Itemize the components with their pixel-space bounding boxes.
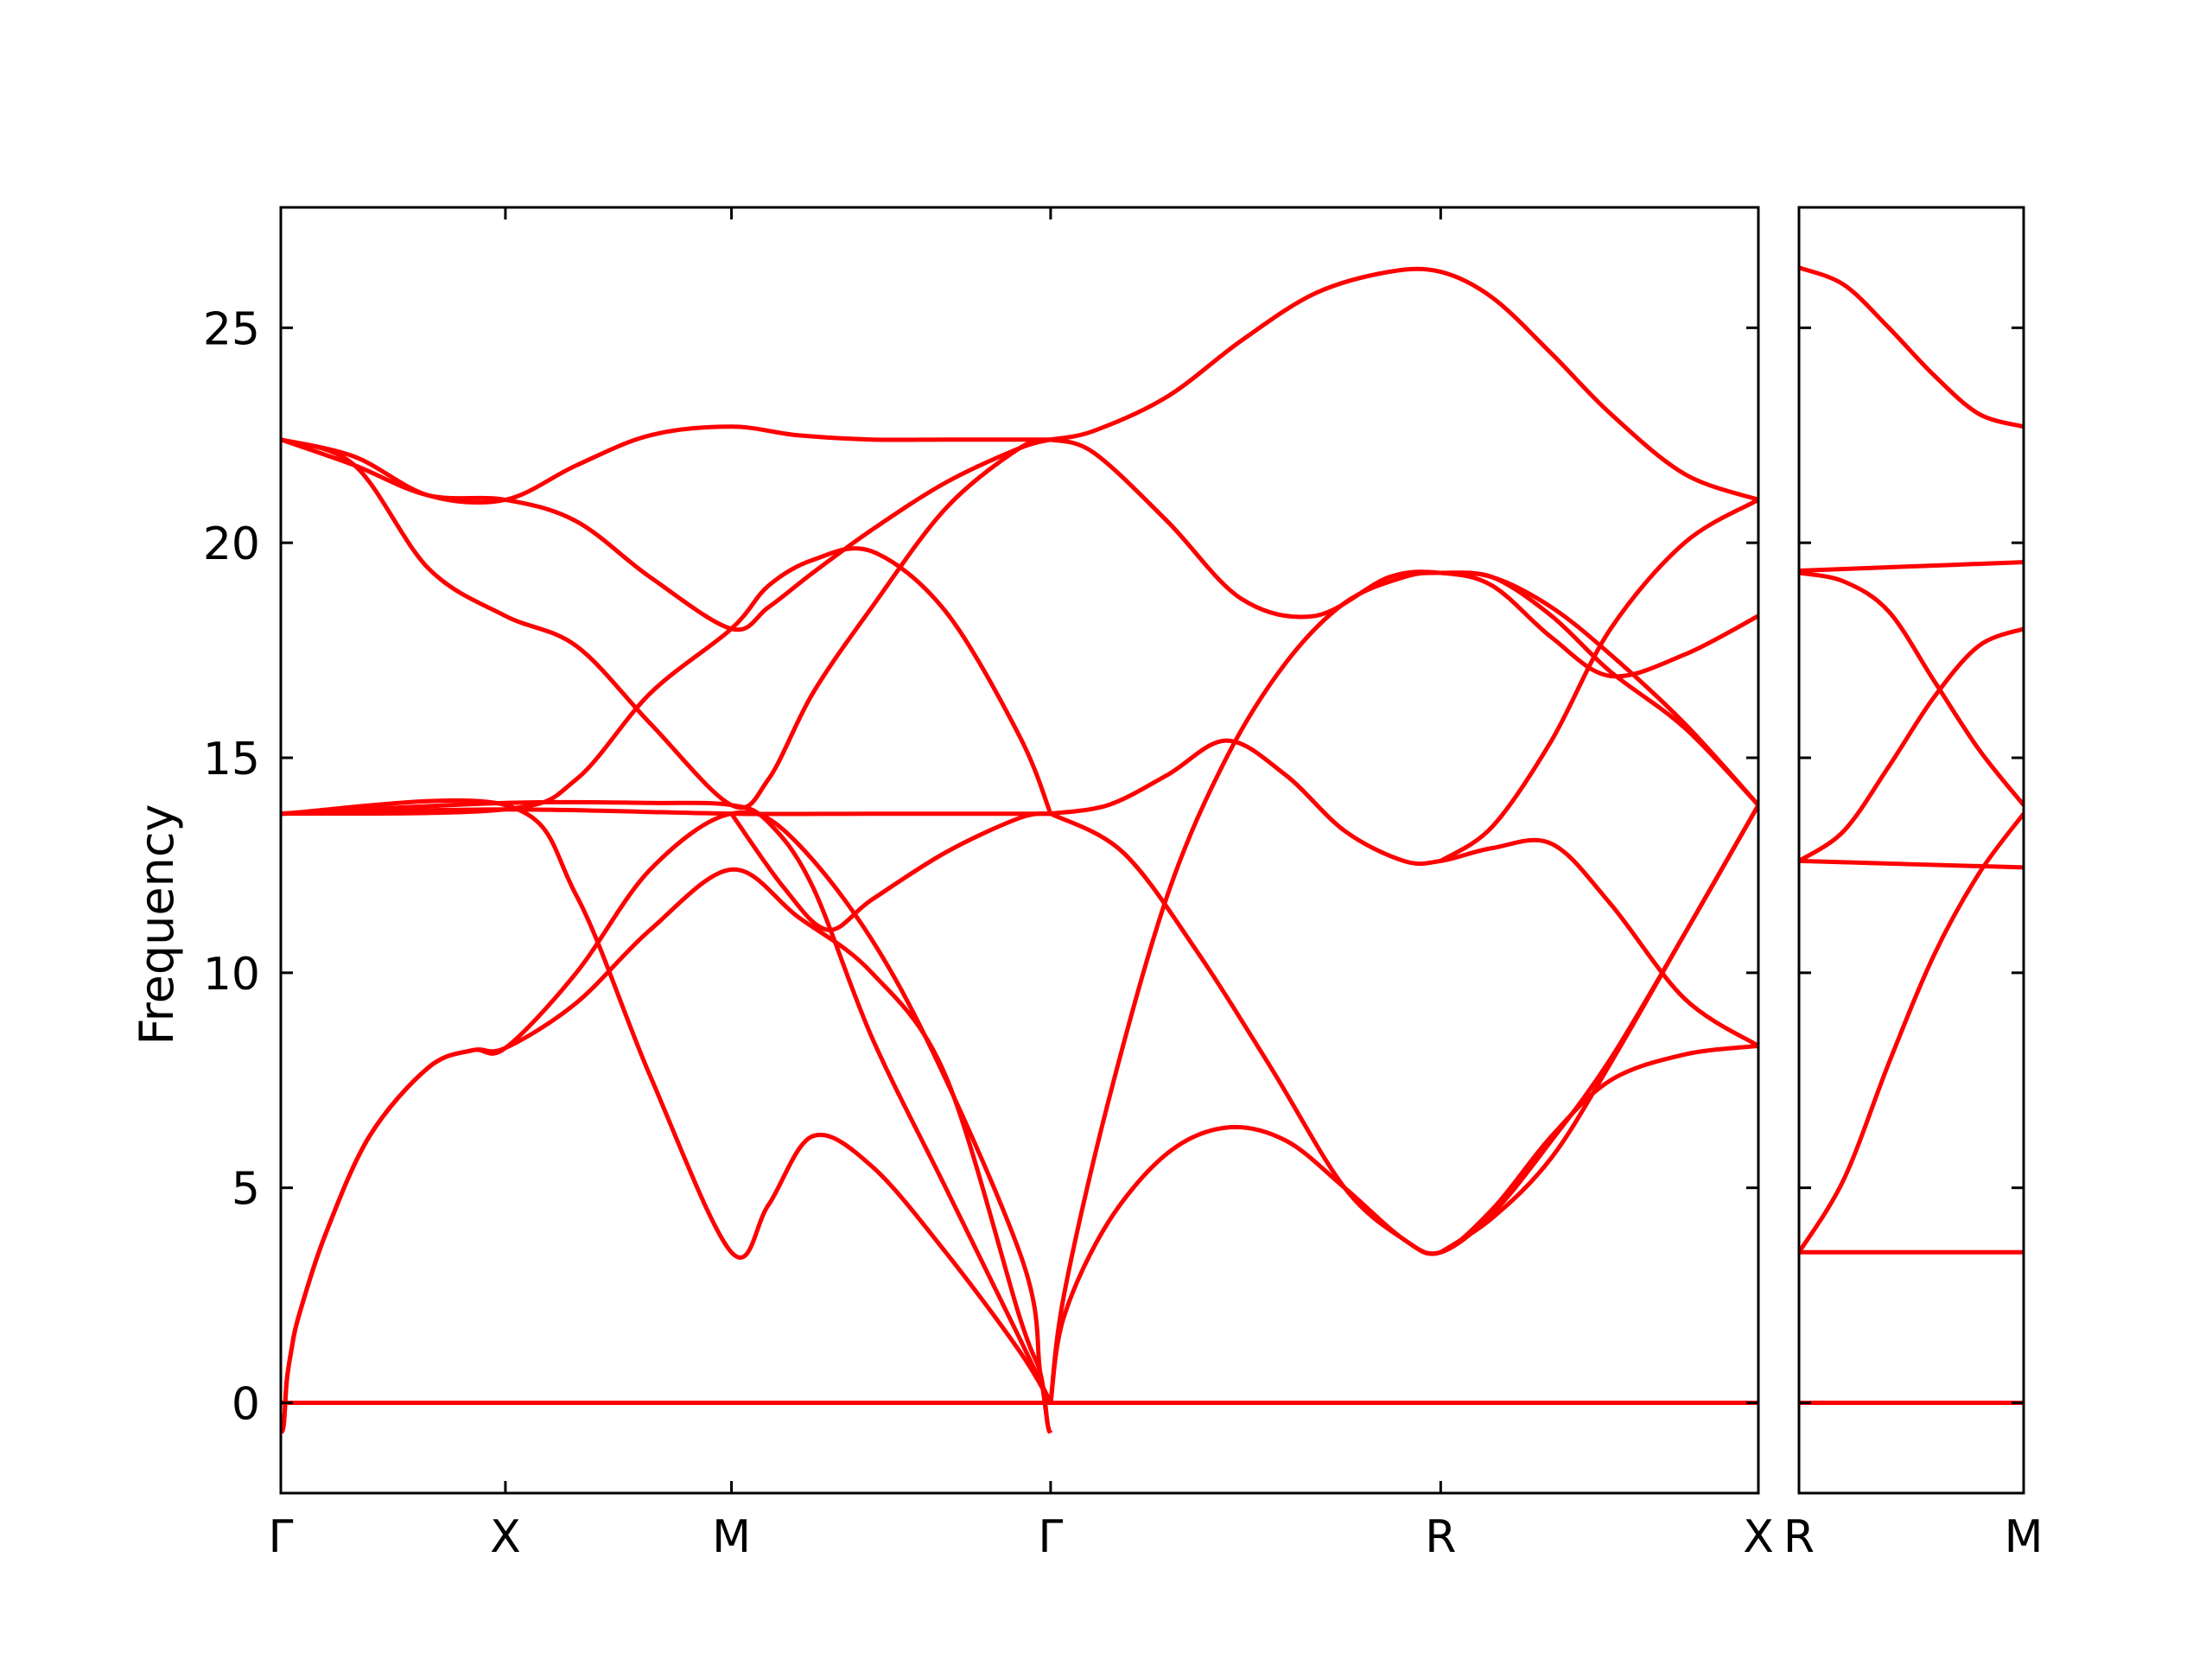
band-line [1050, 738, 1758, 1048]
y-tick-label: 10 [203, 949, 260, 1001]
y-tick-label: 5 [232, 1164, 260, 1216]
band-line [1048, 570, 1758, 1403]
band-lines [1799, 265, 2024, 1406]
x-tick-label: R [1783, 1511, 1815, 1563]
y-axis-label: Frequency [130, 804, 184, 1046]
plot-frame [1797, 206, 2025, 1495]
band-line [281, 799, 1053, 1404]
plot-frame [279, 206, 1760, 1495]
y-tick-label: 25 [203, 303, 260, 355]
band-line [281, 546, 1053, 817]
band-line [1440, 570, 1758, 807]
band-line [1440, 804, 1758, 1255]
band-line [1049, 811, 1758, 1256]
band-line [729, 811, 1052, 932]
band-panel-main: 0 5 10 15 20 25 Γ X M Γ R X [203, 206, 1774, 1563]
band-line [281, 798, 1053, 1404]
band-line [281, 807, 1051, 817]
x-tick-label: X [1743, 1511, 1774, 1563]
x-tick-label: Γ [1038, 1511, 1063, 1563]
band-line [1050, 266, 1758, 502]
y-tick-label: 0 [232, 1378, 260, 1430]
band-line [281, 810, 1053, 1434]
x-tick-label: M [2005, 1511, 2044, 1563]
y-tick-label: 15 [203, 734, 260, 785]
y-tick-label: 20 [203, 518, 260, 570]
x-tick-label: X [490, 1511, 521, 1563]
band-line [1799, 265, 2024, 429]
band-line [281, 437, 1052, 632]
band-lines [281, 266, 1758, 1434]
band-line [281, 437, 1052, 810]
x-tick-label: Γ [269, 1511, 294, 1563]
band-line [1050, 437, 1758, 679]
band-line [1440, 498, 1758, 863]
band-line [1799, 570, 2024, 807]
band-line [1799, 812, 2024, 1254]
band-line [1799, 560, 2024, 573]
x-tick-label: M [712, 1511, 751, 1563]
band-line [1799, 858, 2024, 870]
x-tick-label: R [1425, 1511, 1456, 1563]
band-line [281, 867, 1053, 1434]
band-line [1799, 626, 2024, 863]
